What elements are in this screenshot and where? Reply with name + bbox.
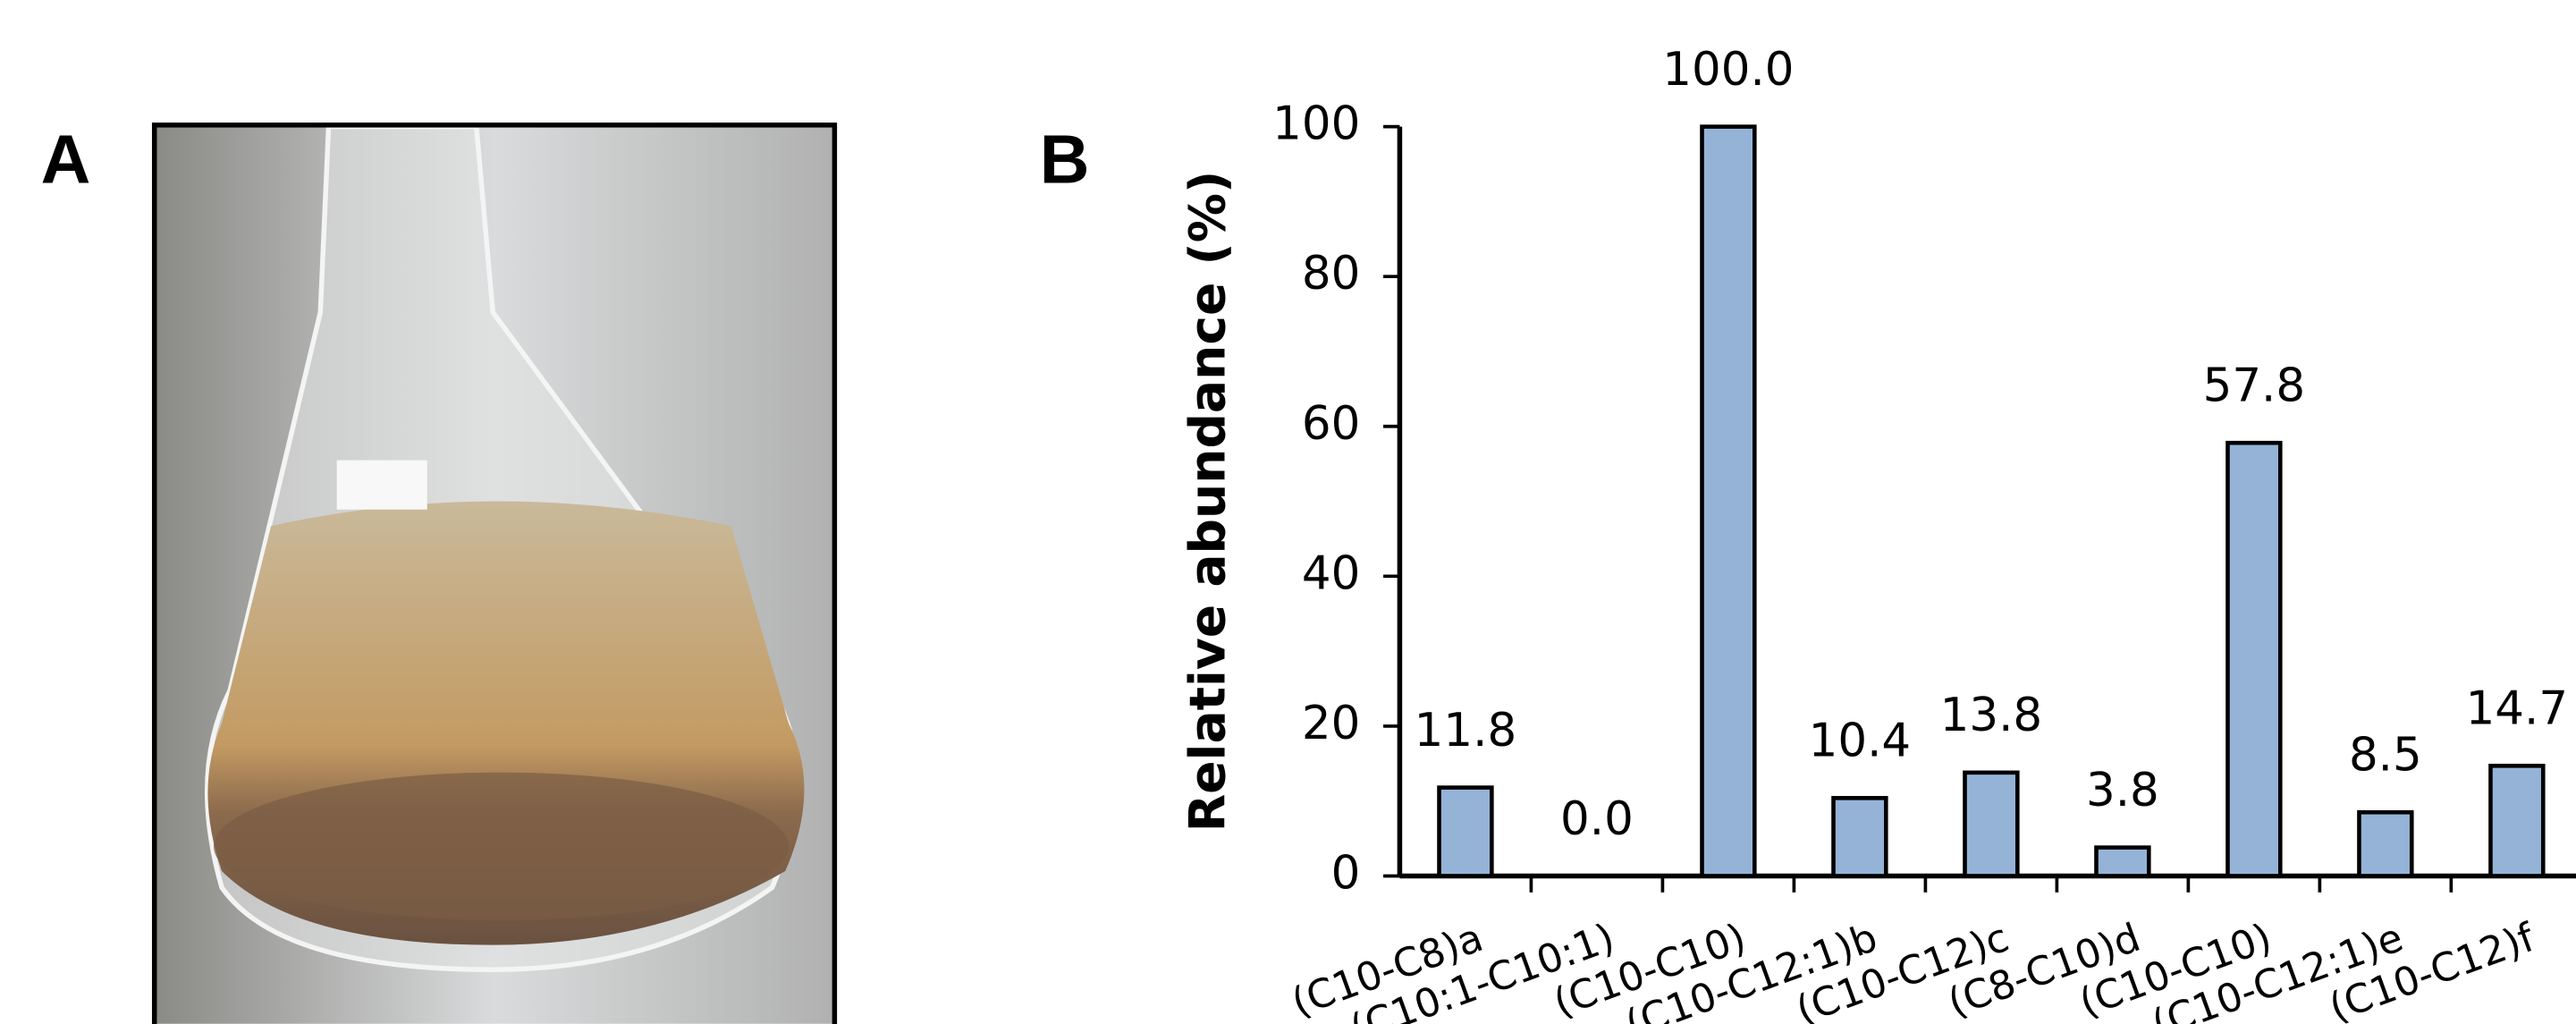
panel-label: A: [41, 121, 91, 198]
flask-label-patch: [336, 460, 427, 510]
photo: [156, 126, 833, 1024]
y-axis-title: Relative abundance (%): [1178, 171, 1236, 832]
value-label: 11.8: [1415, 704, 1517, 757]
bar: [1963, 770, 2020, 878]
bar: [2225, 440, 2283, 878]
value-label: 13.8: [1940, 689, 2043, 742]
value-label: 0.0: [1560, 792, 1634, 846]
bar: [2094, 845, 2151, 878]
panel-label: B: [1040, 121, 1090, 198]
y-tick-label: 60: [1302, 397, 1360, 451]
y-tick-label: 100: [1272, 97, 1360, 151]
value-label: 3.8: [2086, 764, 2159, 817]
bar: [1831, 796, 1888, 878]
y-tick-label: 80: [1302, 247, 1360, 300]
y-tick-label: 20: [1302, 697, 1360, 750]
value-label: 57.8: [2203, 360, 2306, 413]
value-label: 8.5: [2349, 729, 2422, 783]
bar: [2357, 809, 2414, 878]
y-tick-label: 40: [1302, 546, 1360, 600]
bar: [1700, 124, 1757, 878]
value-label: 10.4: [1809, 715, 1912, 768]
y-tick-label: 0: [1331, 846, 1361, 900]
photo-frame: [151, 123, 838, 1024]
value-label: 100.0: [1662, 43, 1794, 97]
bar: [1437, 785, 1494, 878]
bar: [2488, 764, 2546, 878]
liquid-bottom: [213, 772, 789, 921]
plot: 02040608010011.8(C10-C8)a0.0(C10:1-C10:1…: [1272, 43, 2576, 1024]
value-label: 14.7: [2466, 682, 2569, 736]
